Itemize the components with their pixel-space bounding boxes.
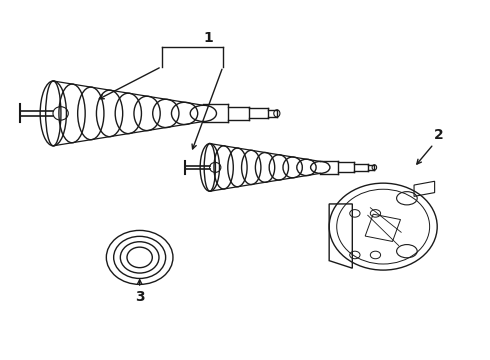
Bar [365,214,400,242]
Text: 2: 2 [434,128,443,142]
Text: 3: 3 [135,290,145,304]
Text: 1: 1 [203,31,213,45]
